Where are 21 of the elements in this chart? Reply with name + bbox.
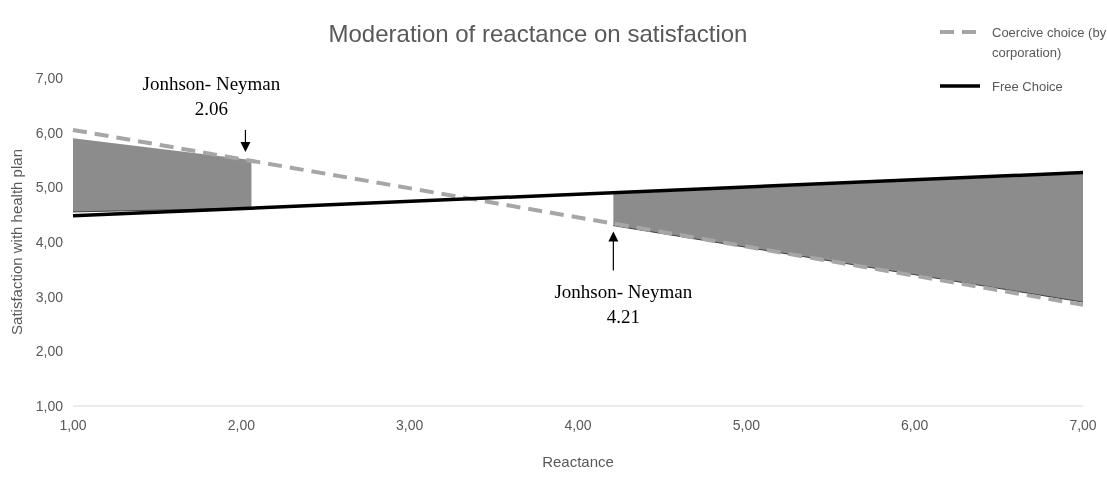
y-axis-title: Satisfaction with health plan [8,149,25,335]
x-axis-title: Reactance [542,453,614,470]
x-tick-label: 2,00 [227,417,256,433]
x-tick-label: 6,00 [901,417,929,433]
y-tick-label: 4,00 [35,234,64,250]
y-tick-label: 2,00 [35,343,64,360]
y-tick-label: 7,00 [35,70,64,86]
x-tick-label: 3,00 [396,417,424,433]
annotation: Jonhson- Neyman 2.06 [142,73,281,119]
chart-title: Moderation of reactance on satisfaction [328,20,748,47]
annotation: Jonhson- Neyman 4.21 [554,280,693,327]
y-tick-label: 5,00 [35,179,64,196]
y-tick-label: 6,00 [35,124,64,141]
legend-label: Free Choice [992,79,1063,94]
x-tick-label: 4,00 [564,417,592,433]
y-tick-label: 1,00 [35,398,64,414]
x-tick-label: 7,00 [1069,417,1097,433]
x-tick-label: 5,00 [732,417,761,433]
legend-label: Coercive choice (by corporation) [992,25,1107,60]
y-tick-label: 3,00 [35,288,64,305]
x-tick-label: 1,00 [59,417,87,433]
